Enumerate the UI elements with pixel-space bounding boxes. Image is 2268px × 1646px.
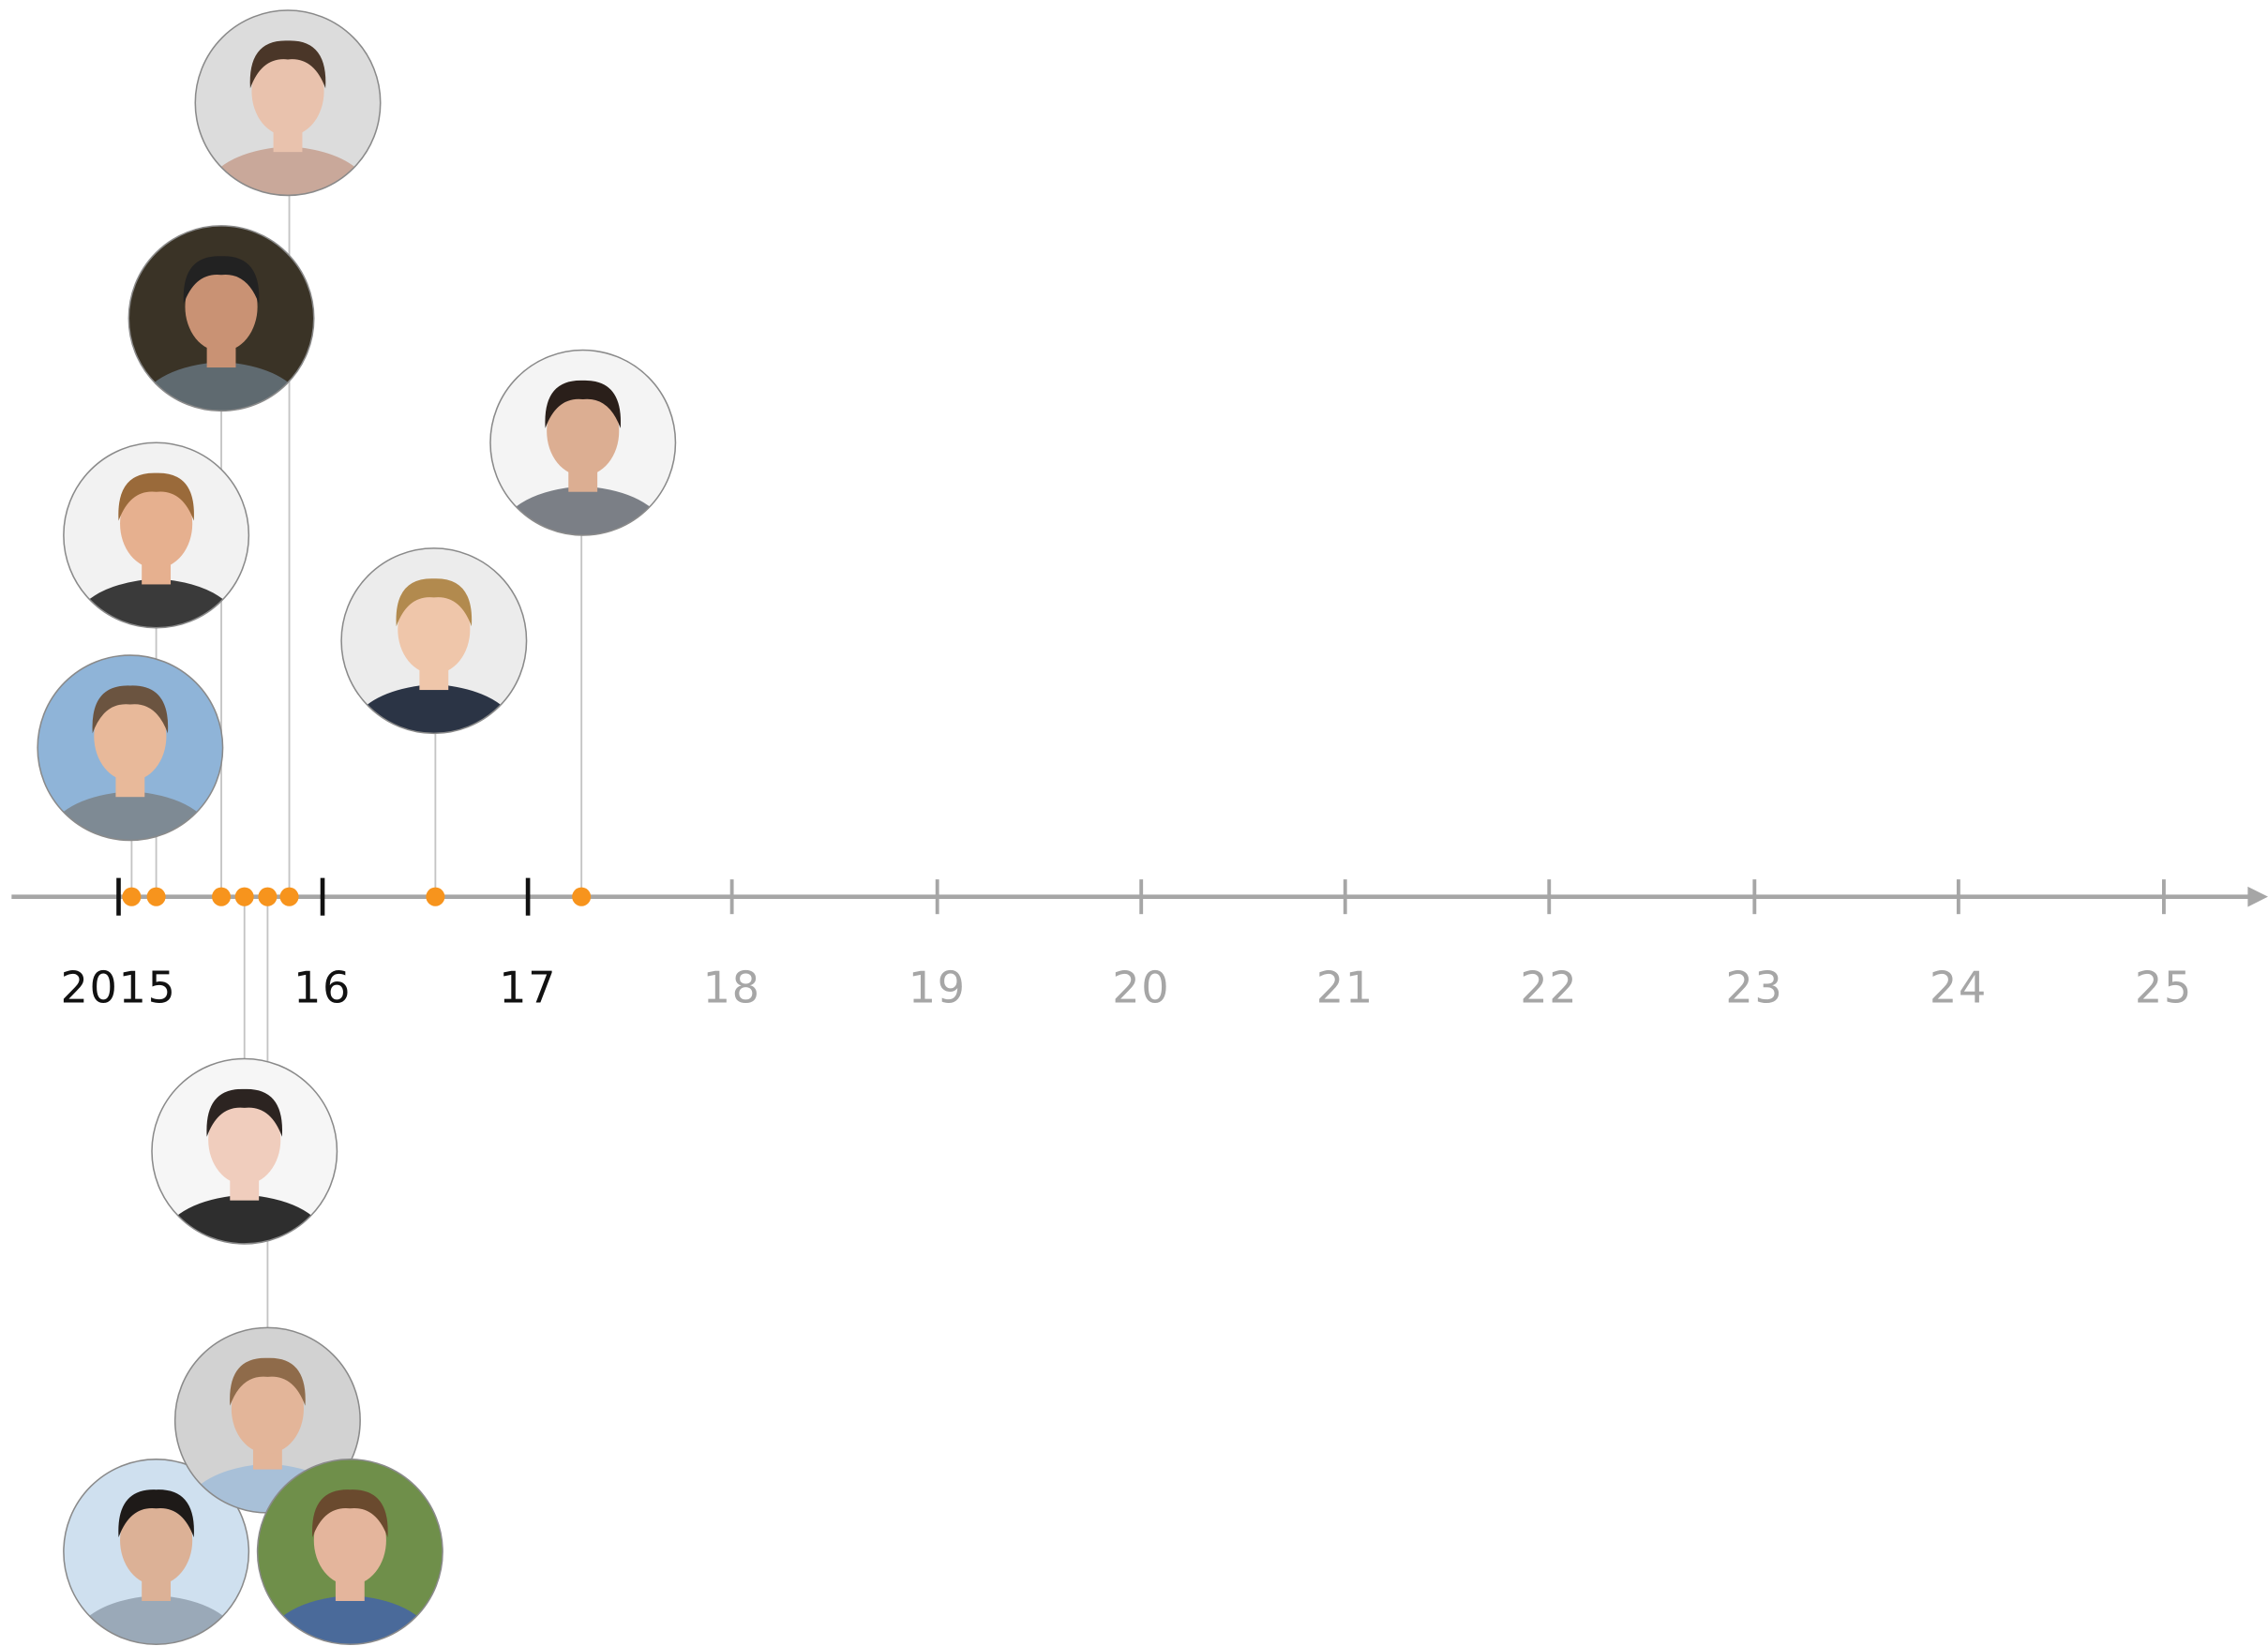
axis-label: 2015 <box>61 962 177 1012</box>
axis-label: 25 <box>2135 962 2193 1012</box>
event-dot <box>122 888 141 906</box>
axis-label: 23 <box>1725 962 1783 1012</box>
avatar <box>128 226 313 420</box>
avatar <box>152 1058 337 1252</box>
axis-label: 22 <box>1520 962 1578 1012</box>
avatar <box>195 10 380 204</box>
axis-label: 16 <box>293 962 352 1012</box>
event-dot <box>426 888 444 906</box>
axis-label: 20 <box>1112 962 1170 1012</box>
avatar <box>38 655 222 849</box>
axis-label: 24 <box>1930 962 1988 1012</box>
event-dot <box>258 888 277 906</box>
page: {"axis": {"labels": ["2015", "16", "17",… <box>0 0 2268 1646</box>
event-dot <box>235 888 254 906</box>
axis-label: 17 <box>499 962 557 1012</box>
avatar <box>490 351 675 545</box>
event-dot <box>572 888 591 906</box>
axis-label: 19 <box>909 962 967 1012</box>
event-dot <box>147 888 166 906</box>
axis-arrow <box>2247 887 2268 907</box>
event-dot <box>212 888 231 906</box>
axis-label: 18 <box>703 962 761 1012</box>
timeline: 2015 16 17 18 19 20 21 22 23 24 25 <box>0 0 2268 1646</box>
axis-label: 21 <box>1316 962 1374 1012</box>
event-dot <box>280 888 299 906</box>
avatar <box>341 548 526 742</box>
